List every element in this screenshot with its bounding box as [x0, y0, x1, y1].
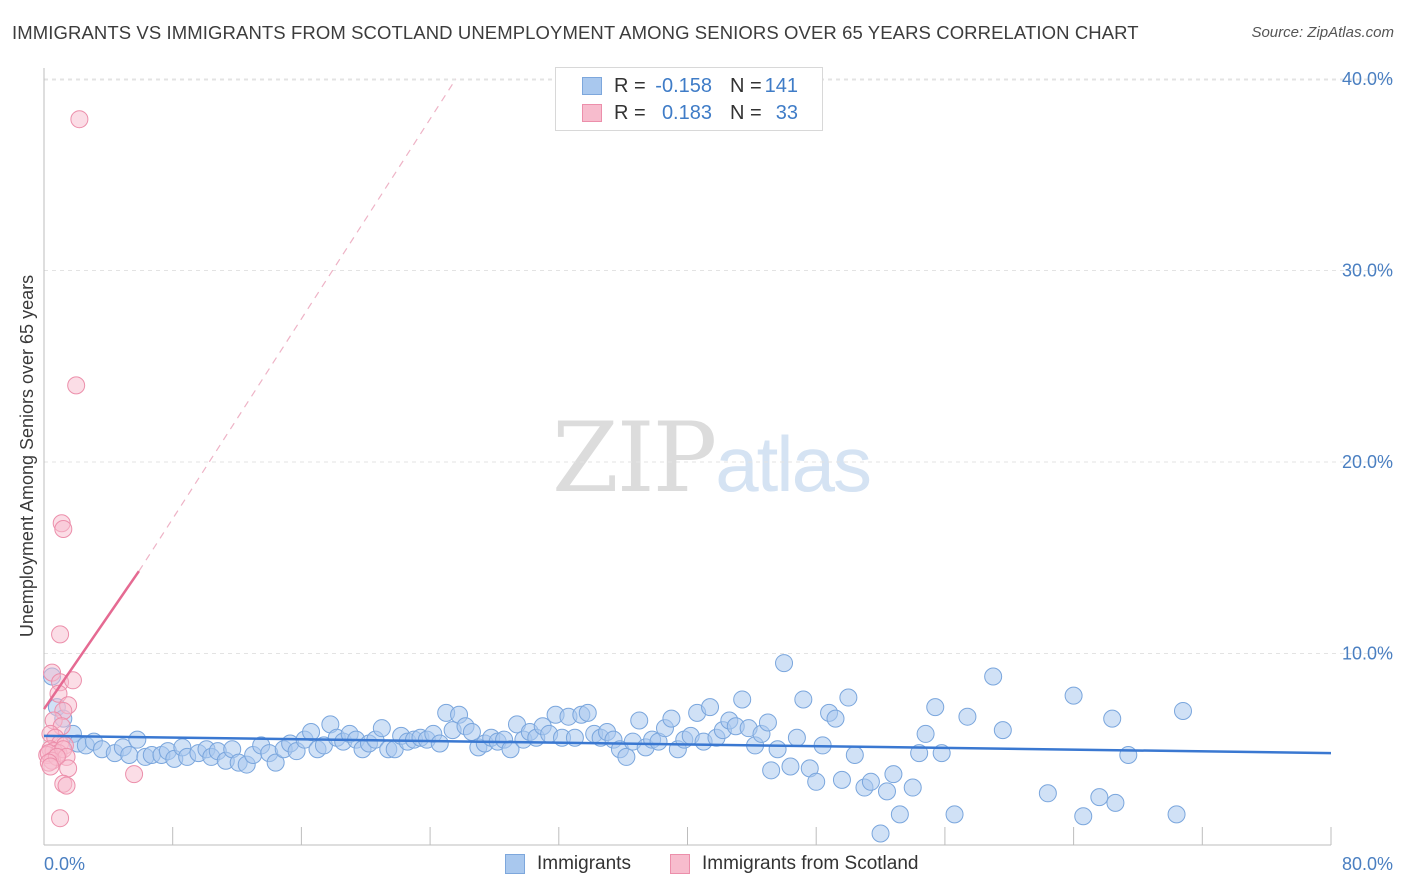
immigrants-point	[430, 734, 449, 753]
immigrants-point	[768, 740, 787, 759]
legend-r-value: -0.158	[655, 75, 712, 97]
scotland-point	[125, 765, 144, 784]
scotland-points	[38, 110, 144, 828]
immigrants-point	[845, 745, 864, 764]
immigrants-point	[884, 765, 903, 784]
immigrants-point	[1103, 709, 1122, 728]
y-tick-label: 40.0%	[1342, 69, 1393, 89]
immigrants-point	[1038, 784, 1057, 803]
immigrants-point	[775, 654, 794, 673]
immigrants-point	[916, 724, 935, 743]
immigrants-point	[578, 703, 597, 722]
legend-r-label: R =	[614, 75, 646, 97]
scotland-point	[41, 757, 60, 776]
scotland-point	[59, 759, 78, 778]
immigrants-point	[1173, 701, 1192, 720]
immigrants-point	[762, 761, 781, 780]
legend-n-label: N =	[730, 75, 762, 97]
y-axis-label: Unemployment Among Seniors over 65 years	[17, 275, 37, 637]
legend-n-value: 33	[775, 102, 798, 124]
legend-label-scotland: Immigrants from Scotland	[702, 853, 919, 874]
immigrants-point	[1064, 686, 1083, 705]
immigrants-point	[662, 709, 681, 728]
immigrants-point	[958, 707, 977, 726]
immigrants-point	[926, 698, 945, 717]
immigrants-point	[839, 688, 858, 707]
immigrants-point	[1090, 788, 1109, 807]
legend-swatch-scotland	[582, 104, 602, 122]
watermark-zip: ZIP	[552, 402, 717, 514]
x-tick-label-min: 0.0%	[44, 854, 85, 874]
scotland-point	[67, 376, 86, 395]
immigrants-point	[807, 772, 826, 791]
immigrants-point	[871, 824, 890, 843]
immigrants-point	[832, 770, 851, 789]
immigrants-point	[984, 667, 1003, 686]
legend-swatch-immigrants	[505, 854, 525, 874]
tick-labels: 10.0% 20.0% 30.0% 40.0% 0.0% 80.0%	[44, 69, 1393, 874]
immigrants-point	[794, 690, 813, 709]
immigrants-point	[630, 711, 649, 730]
immigrants-point	[733, 690, 752, 709]
trend-extension-layer	[138, 78, 457, 572]
scotland-point	[49, 684, 68, 703]
immigrants-point	[993, 721, 1012, 740]
immigrants-point	[826, 709, 845, 728]
immigrants-point	[302, 723, 321, 742]
immigrants-point	[890, 805, 909, 824]
correlation-legend: R = -0.158 N = 141 R = 0.183 N = 33	[555, 67, 823, 131]
legend-r-value: 0.183	[661, 102, 712, 124]
immigrants-trend-line	[43, 734, 1332, 755]
immigrants-point	[120, 745, 139, 764]
scotland-point	[54, 520, 73, 539]
immigrants-point	[372, 719, 391, 738]
immigrants-point	[266, 753, 285, 772]
series-legend: Immigrants Immigrants from Scotland	[0, 852, 1406, 878]
x-tick-label-max: 80.0%	[1342, 854, 1393, 874]
immigrants-point	[903, 778, 922, 797]
immigrants-point	[787, 728, 806, 747]
immigrants-point	[945, 805, 964, 824]
immigrants-point	[701, 698, 720, 717]
grid-lines	[44, 78, 1392, 654]
legend-swatch-scotland	[670, 854, 690, 874]
immigrants-point	[1167, 805, 1186, 824]
immigrants-point	[781, 757, 800, 776]
source-attribution: Source: ZipAtlas.com	[1251, 24, 1394, 41]
immigrants-point	[501, 740, 520, 759]
scotland-point	[70, 110, 89, 129]
legend-n-label: N =	[730, 102, 762, 124]
immigrants-point	[758, 713, 777, 732]
scotland-trend-extension	[138, 78, 457, 572]
legend-r-label: R =	[614, 102, 646, 124]
immigrants-point	[1074, 807, 1093, 826]
scotland-point	[57, 776, 76, 795]
immigrants-point	[861, 772, 880, 791]
scotland-trend-line	[42, 570, 140, 710]
immigrants-point	[128, 730, 147, 749]
immigrants-point	[877, 782, 896, 801]
immigrants-point	[617, 747, 636, 766]
scotland-point	[51, 809, 70, 828]
watermark: ZIPatlas	[552, 402, 872, 514]
legend-label-immigrants: Immigrants	[537, 853, 631, 874]
legend-row-scotland: R = 0.183 N = 33	[556, 101, 822, 127]
watermark-atlas: atlas	[715, 420, 872, 508]
y-tick-label: 30.0%	[1342, 261, 1393, 281]
immigrants-point	[1106, 793, 1125, 812]
chart-title: IMMIGRANTS VS IMMIGRANTS FROM SCOTLAND U…	[12, 22, 1139, 43]
legend-row-immigrants: R = -0.158 N = 141	[556, 74, 822, 100]
y-tick-label: 10.0%	[1342, 644, 1393, 664]
y-tick-label: 20.0%	[1342, 452, 1393, 472]
trend-lines	[42, 570, 1332, 755]
legend-swatch-immigrants	[582, 77, 602, 95]
axes	[43, 68, 1332, 846]
scotland-point	[51, 625, 70, 644]
legend-n-value: 141	[764, 75, 798, 97]
